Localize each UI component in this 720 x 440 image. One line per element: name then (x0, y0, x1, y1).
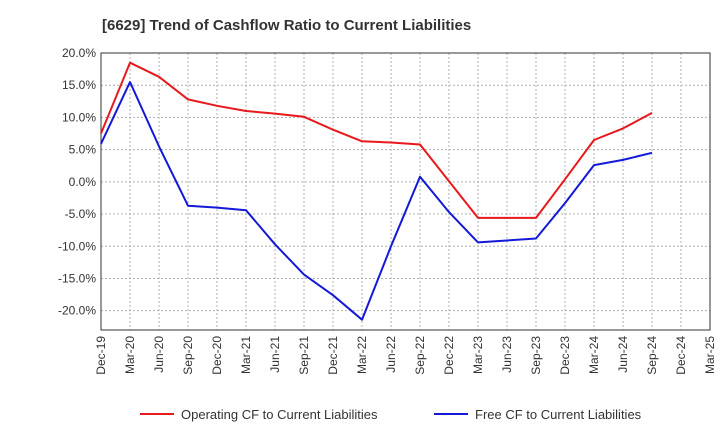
y-tick-label: 5.0% (69, 143, 97, 157)
y-tick-label: 15.0% (62, 78, 96, 92)
y-tick-label: 10.0% (62, 110, 96, 124)
x-tick-label: Jun-22 (384, 336, 398, 373)
x-tick-label: Dec-20 (210, 336, 224, 375)
x-tick-label: Dec-23 (558, 336, 572, 375)
x-tick-label: Sep-23 (529, 336, 543, 375)
legend-label-operating-cf: Operating CF to Current Liabilities (181, 407, 378, 422)
x-tick-label: Jun-23 (500, 336, 514, 373)
x-tick-label: Sep-20 (181, 336, 195, 375)
series-line-1 (100, 81, 653, 321)
x-tick-label: Mar-21 (239, 336, 253, 374)
x-tick-label: Mar-24 (587, 336, 601, 374)
x-tick-label: Mar-25 (703, 336, 717, 374)
legend-label-free-cf: Free CF to Current Liabilities (475, 407, 642, 422)
x-tick-label: Mar-20 (123, 336, 137, 374)
x-tick-label: Jun-21 (268, 336, 282, 373)
plot-background (101, 53, 710, 330)
x-tick-label: Jun-24 (616, 336, 630, 373)
series-line-0 (100, 61, 653, 219)
legend: Operating CF to Current Liabilities Free… (140, 407, 642, 422)
x-tick-label: Sep-22 (413, 336, 427, 375)
y-tick-label: -15.0% (58, 271, 96, 285)
chart-title: [6629] Trend of Cashflow Ratio to Curren… (102, 17, 471, 34)
x-tick-label: Mar-23 (471, 336, 485, 374)
x-tick-label: Dec-19 (94, 336, 108, 375)
x-tick-label: Dec-21 (326, 336, 340, 375)
plot-area: 20.0% 15.0% 10.0% 5.0% 0.0% -5.0% -10.0% -15.0%… (58, 46, 717, 375)
plot-border (100, 52, 711, 331)
y-tick-label: -5.0% (65, 207, 97, 221)
x-tick-label: Dec-24 (674, 336, 688, 375)
y-tick-label: -20.0% (58, 304, 96, 318)
x-tick-label: Dec-22 (442, 336, 456, 375)
x-tick-label: Mar-22 (355, 336, 369, 374)
y-tick-label: -10.0% (58, 239, 96, 253)
y-tick-label: 0.0% (69, 175, 97, 189)
x-tick-label: Sep-24 (645, 336, 659, 375)
y-tick-label: 20.0% (62, 46, 96, 60)
x-tick-label: Jun-20 (152, 336, 166, 373)
x-tick-label: Sep-21 (297, 336, 311, 375)
